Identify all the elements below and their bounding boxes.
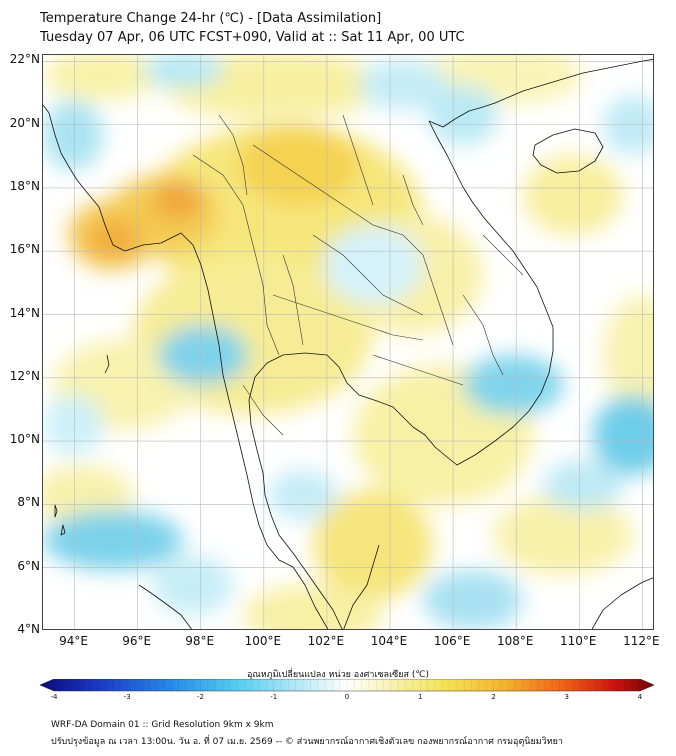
lon-label: 106°E — [433, 634, 471, 648]
colorbar-tick-label: 2 — [491, 693, 496, 701]
lat-label: 6°N — [17, 558, 40, 573]
lon-label: 96°E — [122, 634, 152, 648]
lat-label: 12°N — [9, 368, 40, 383]
lat-label: 20°N — [9, 115, 40, 130]
temperature-field — [43, 55, 653, 629]
lat-label: 16°N — [9, 242, 40, 257]
lat-label: 8°N — [17, 495, 40, 510]
lon-label: 98°E — [185, 634, 215, 648]
temperature-map[interactable] — [42, 54, 654, 630]
lon-label: 104°E — [370, 634, 408, 648]
lon-label: 108°E — [496, 634, 534, 648]
colorbar-tick-label: -2 — [197, 693, 204, 701]
colorbar-tick-label: -1 — [270, 693, 278, 701]
colorbar-tick-label: 3 — [564, 693, 569, 701]
colorbar-gradient — [40, 679, 654, 692]
lat-label: 22°N — [9, 52, 40, 67]
footer-model-info: WRF-DA Domain 01 :: Grid Resolution 9km … — [51, 720, 274, 730]
lon-label: 102°E — [307, 634, 345, 648]
map-title: Temperature Change 24-hr (℃) - [Data Ass… — [40, 11, 382, 26]
colorbar-tick-label: 0 — [344, 693, 350, 701]
lon-label: 112°E — [623, 634, 660, 648]
lat-lon-gridlines — [43, 55, 653, 629]
colorbar-tick-label: -4 — [50, 693, 58, 701]
coastlines-and-borders — [43, 58, 653, 629]
colorbar — [40, 679, 654, 692]
colorbar-tick-label: 4 — [637, 693, 643, 701]
lon-label: 100°E — [244, 634, 282, 648]
colorbar-tick-label: 1 — [418, 693, 423, 701]
province-borders — [192, 114, 524, 436]
lat-label: 4°N — [17, 622, 40, 636]
lon-label: 94°E — [59, 634, 88, 648]
lat-label: 18°N — [9, 178, 40, 193]
map-subtitle: Tuesday 07 Apr, 06 UTC FCST+090, Valid a… — [40, 30, 465, 45]
colorbar-tick-label: -3 — [123, 693, 131, 701]
lon-label: 110°E — [560, 634, 597, 648]
lat-label: 14°N — [9, 305, 40, 320]
footer-credit: ปรับปรุงข้อมูล ณ เวลา 13:00น. วัน อ. ที่… — [51, 737, 563, 747]
colorbar-title: อุณหภูมิเปลี่ยนแปลง หน่วย องศาเซลเซียส (… — [246, 670, 430, 680]
lat-label: 10°N — [9, 432, 40, 447]
